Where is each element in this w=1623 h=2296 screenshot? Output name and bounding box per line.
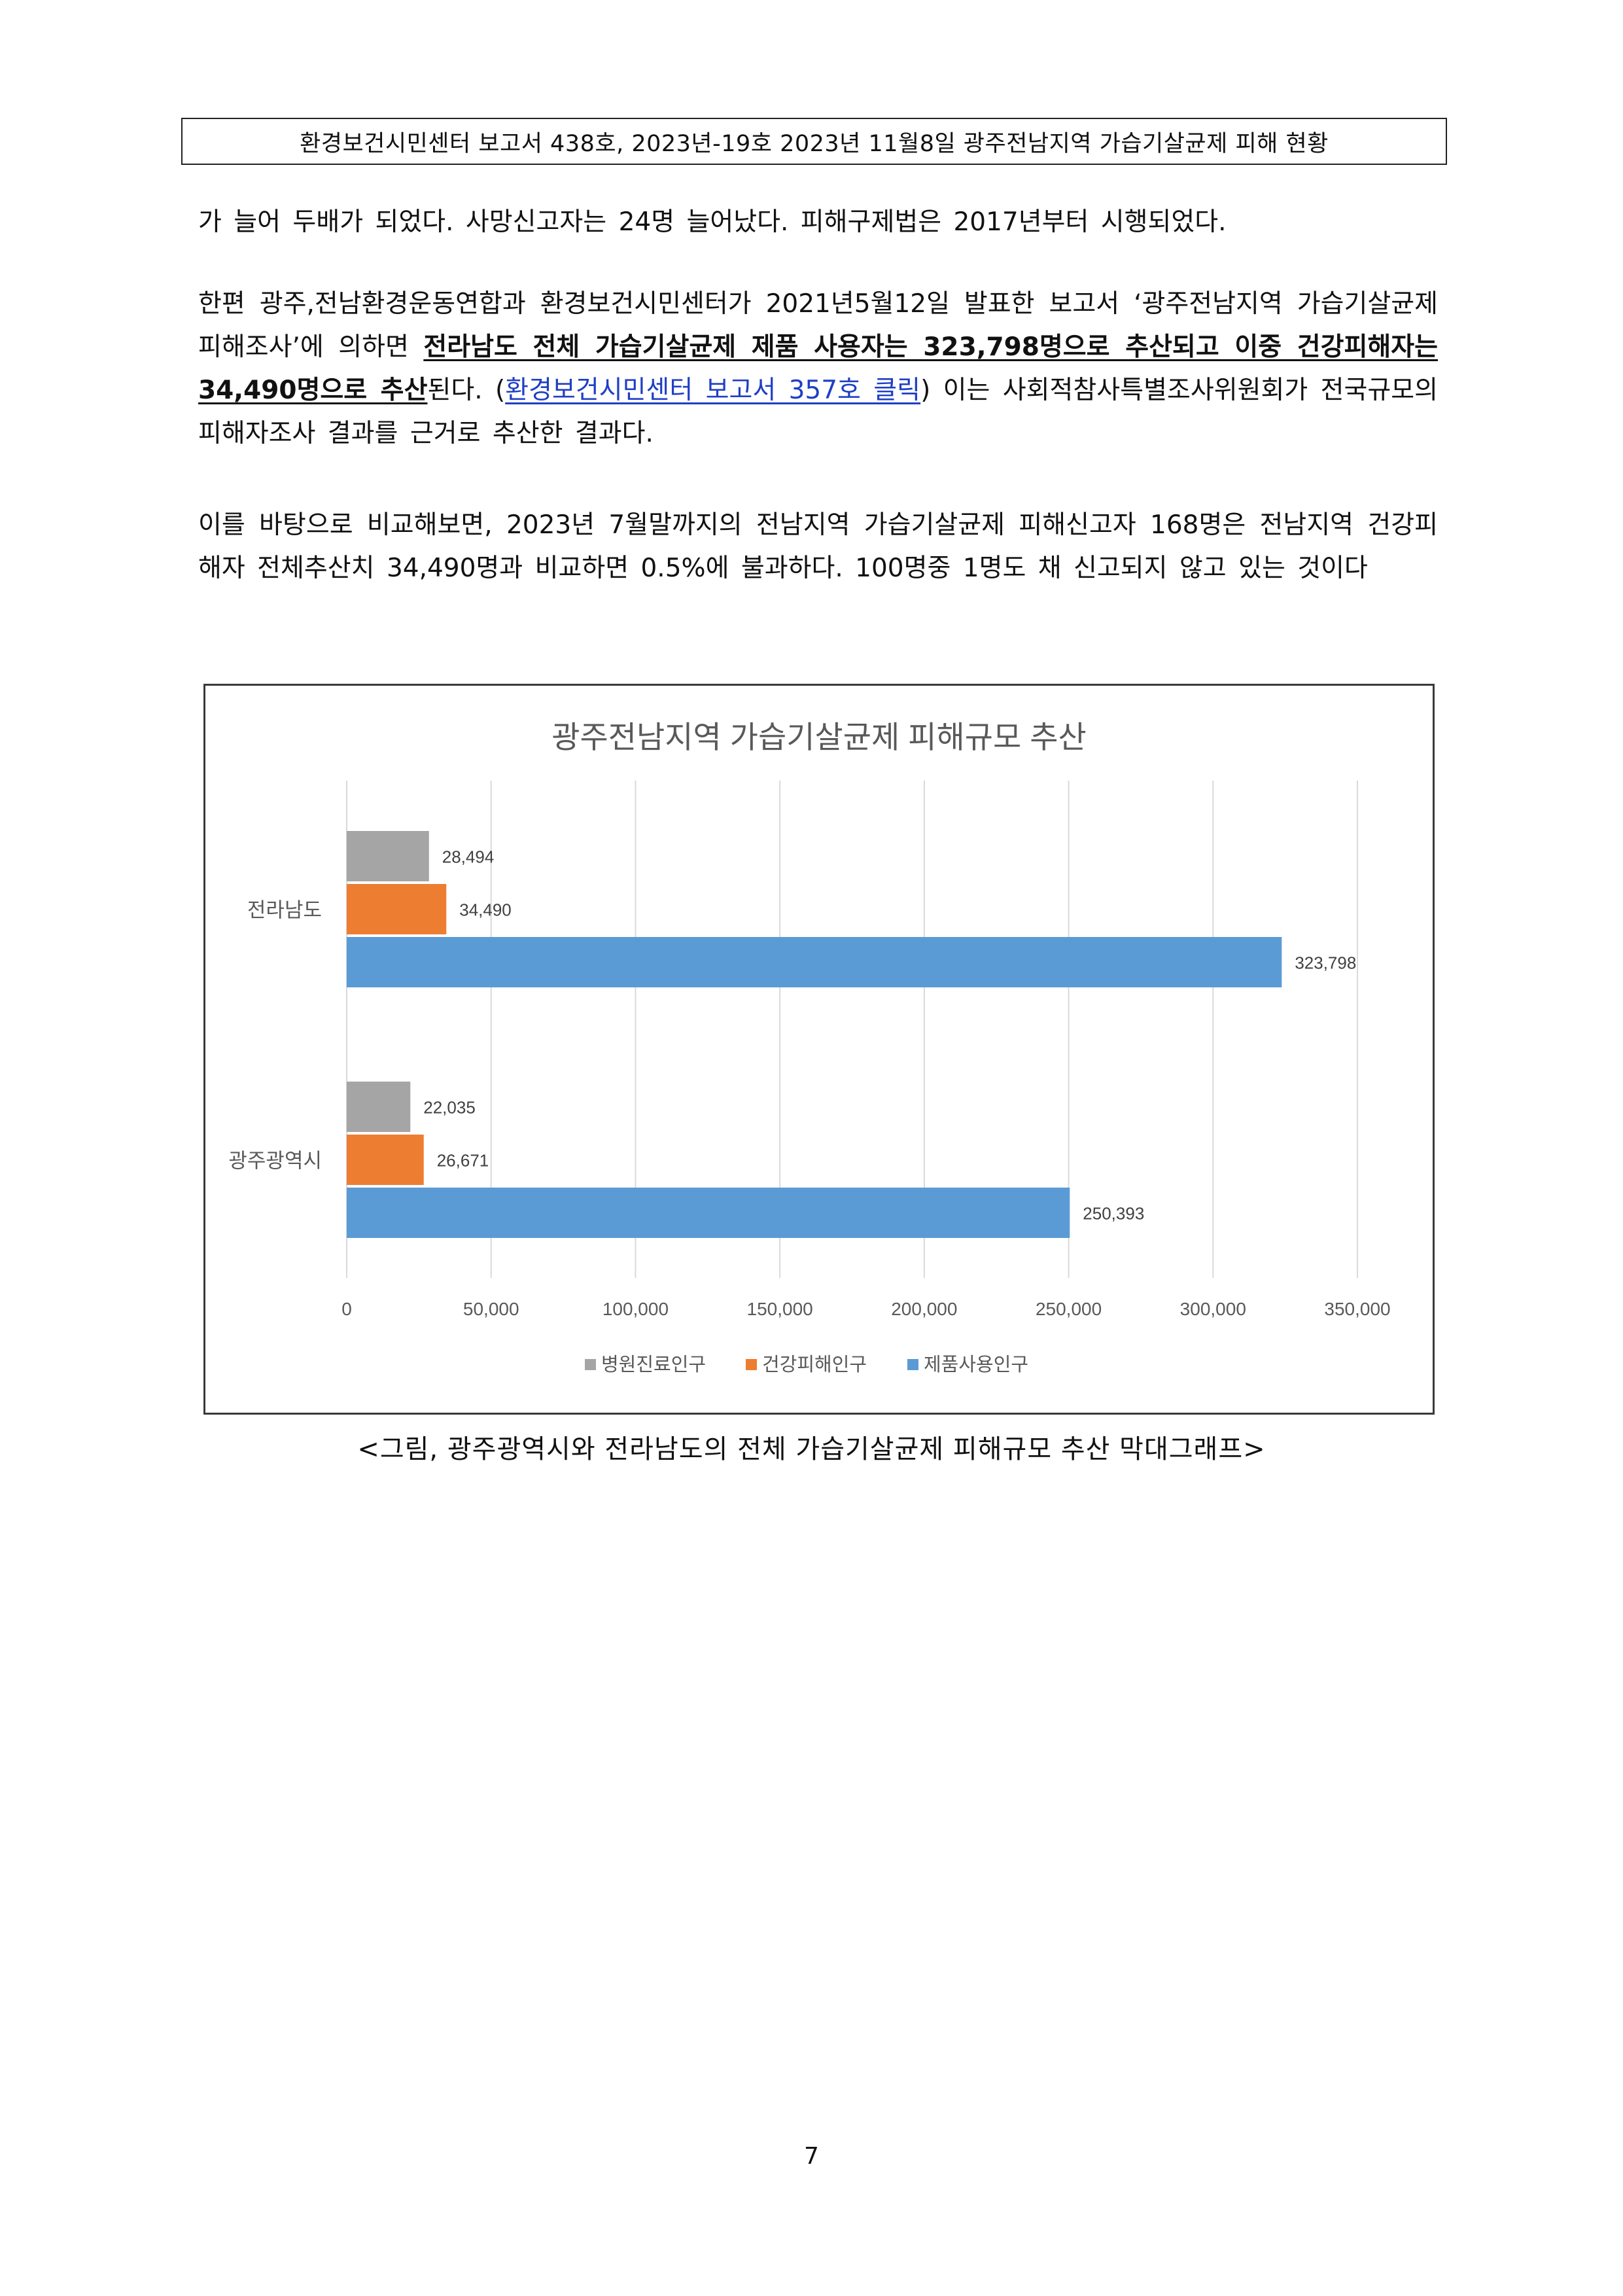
data-label: 34,490: [459, 900, 512, 920]
category-label: 광주광역시: [228, 1150, 322, 1173]
x-tick-label: 350,000: [1324, 1299, 1390, 1319]
paragraph-2-intro: 한편 광주,전남환경운동연합과 환경보건시민센터가 2021년5월12일 발표한…: [198, 289, 1438, 362]
data-label: 22,035: [423, 1098, 476, 1118]
legend-swatch: [585, 1359, 596, 1370]
data-label: 28,494: [442, 847, 495, 867]
legend-swatch: [746, 1359, 757, 1370]
legend-label: 병원진료인구: [601, 1354, 706, 1375]
page-number: 7: [804, 2143, 819, 2170]
bar-chart-svg: 광주전남지역 가습기살균제 피해규모 추산 0 50,000 100,000 150,0…: [228, 720, 1390, 1375]
data-label: 26,671: [437, 1151, 489, 1171]
paragraph-2-end: ) 이는 사회적참사특별조사위원회가 전국규모의 피해자조사 결과를 근거로 추…: [198, 376, 1438, 448]
bar: [347, 1135, 424, 1185]
x-tick-label: 300,000: [1180, 1299, 1246, 1319]
legend-label: 건강피해인구: [762, 1354, 867, 1375]
bar: [347, 831, 429, 881]
x-tick-label: 0: [341, 1299, 352, 1319]
bar: [347, 937, 1282, 987]
data-label: 323,798: [1295, 953, 1356, 973]
bar: [347, 1188, 1070, 1238]
bar: [347, 884, 447, 934]
paragraph-3: 이를 바탕으로 비교해보면, 2023년 7월말까지의 전남지역 가습기살균제 …: [198, 504, 1438, 590]
paragraph-2: 한편 광주,전남환경운동연합과 환경보건시민센터가 2021년5월12일 발표한…: [198, 283, 1438, 455]
figure-caption: <그림, 광주광역시와 전라남도의 전체 가습기살균제 피해규모 추산 막대그래…: [357, 1434, 1266, 1464]
legend-label: 제품사용인구: [924, 1354, 1028, 1375]
x-tick-label: 150,000: [747, 1299, 813, 1319]
paragraph-1-text: 가 늘어 두배가 되었다. 사망신고자는 24명 늘어났다. 피해구제법은 20…: [198, 207, 1227, 237]
x-tick-label: 100,000: [602, 1299, 669, 1319]
paragraph-3-text: 이를 바탕으로 비교해보면, 2023년 7월말까지의 전남지역 가습기살균제 …: [198, 510, 1438, 583]
x-tick-label: 200,000: [891, 1299, 957, 1319]
bar: [347, 1082, 411, 1132]
category-label: 전라남도: [247, 899, 322, 922]
bar-chart: 광주전남지역 가습기살균제 피해규모 추산 0 50,000 100,000 150,0…: [203, 684, 1435, 1415]
chart-title: 광주전남지역 가습기살균제 피해규모 추산: [551, 720, 1087, 754]
legend-swatch: [907, 1359, 918, 1370]
data-label: 250,393: [1083, 1204, 1144, 1224]
report-357-link[interactable]: 환경보건시민센터 보고서 357호 클릭: [505, 376, 921, 405]
paragraph-1: 가 늘어 두배가 되었다. 사망신고자는 24명 늘어났다. 피해구제법은 20…: [198, 201, 1438, 244]
x-tick-label: 50,000: [463, 1299, 519, 1319]
paragraph-2-emphasis: 전라남도 전체 가습기살균제 제품 사용자는 323,798명으로 추산되고 이…: [198, 332, 1438, 405]
paragraph-2-mid: 된다. (: [427, 376, 506, 405]
x-tick-label: 250,000: [1036, 1299, 1102, 1319]
report-header-text: 환경보건시민센터 보고서 438호, 2023년-19호 2023년 11월8일…: [300, 130, 1329, 157]
report-header: 환경보건시민센터 보고서 438호, 2023년-19호 2023년 11월8일…: [181, 118, 1447, 165]
